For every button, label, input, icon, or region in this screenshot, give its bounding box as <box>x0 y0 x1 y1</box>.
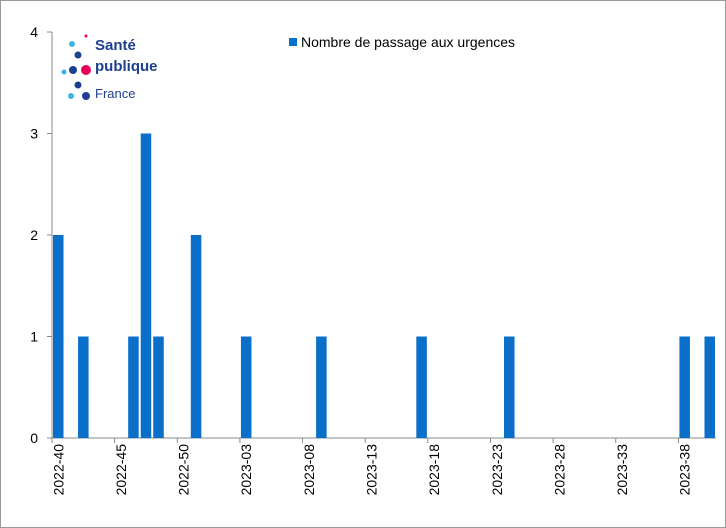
bar <box>704 336 715 438</box>
logo-dot <box>74 81 82 89</box>
logo-text: publique <box>95 58 158 75</box>
bar <box>128 336 139 438</box>
logo: Santé publique France <box>61 34 158 101</box>
y-tick-label: 2 <box>30 227 38 243</box>
bar <box>416 336 427 438</box>
legend-swatch <box>289 38 297 46</box>
bar <box>504 336 515 438</box>
x-tick-label: 2023-33 <box>614 444 630 496</box>
x-tick-label: 2022-45 <box>113 444 129 496</box>
x-tick-label: 2023-38 <box>677 444 693 496</box>
logo-dot <box>84 34 88 38</box>
x-tick-label: 2023-18 <box>426 444 442 496</box>
logo-dot <box>69 66 77 74</box>
y-tick-label: 4 <box>30 24 38 40</box>
bar <box>153 336 164 438</box>
logo-dot <box>69 41 75 47</box>
y-tick-label: 3 <box>30 126 38 142</box>
bar <box>240 336 252 438</box>
logo-dot <box>68 93 74 99</box>
logo-text: Santé <box>95 37 136 54</box>
y-tick-label: 1 <box>30 329 38 345</box>
x-tick-label: 2023-13 <box>363 444 379 496</box>
x-tick-label: 2023-08 <box>301 444 317 496</box>
bar <box>140 133 152 438</box>
logo-dot <box>74 51 82 59</box>
logo-dot <box>81 65 91 75</box>
x-tick-label: 2022-40 <box>50 444 66 496</box>
bar <box>78 336 89 438</box>
x-tick-label: 2022-50 <box>176 444 192 496</box>
y-tick-label: 0 <box>30 430 38 446</box>
logo-dot <box>82 92 90 100</box>
legend-label: Nombre de passage aux urgences <box>301 34 515 50</box>
x-tick-label: 2023-03 <box>238 444 254 496</box>
logo-dot <box>61 69 67 75</box>
x-tick-label: 2023-28 <box>551 444 567 496</box>
bar <box>679 336 690 438</box>
bar <box>316 336 327 438</box>
bar <box>190 235 202 438</box>
bar <box>53 235 64 438</box>
logo-text: France <box>95 86 135 101</box>
x-tick-label: 2023-23 <box>489 444 505 496</box>
